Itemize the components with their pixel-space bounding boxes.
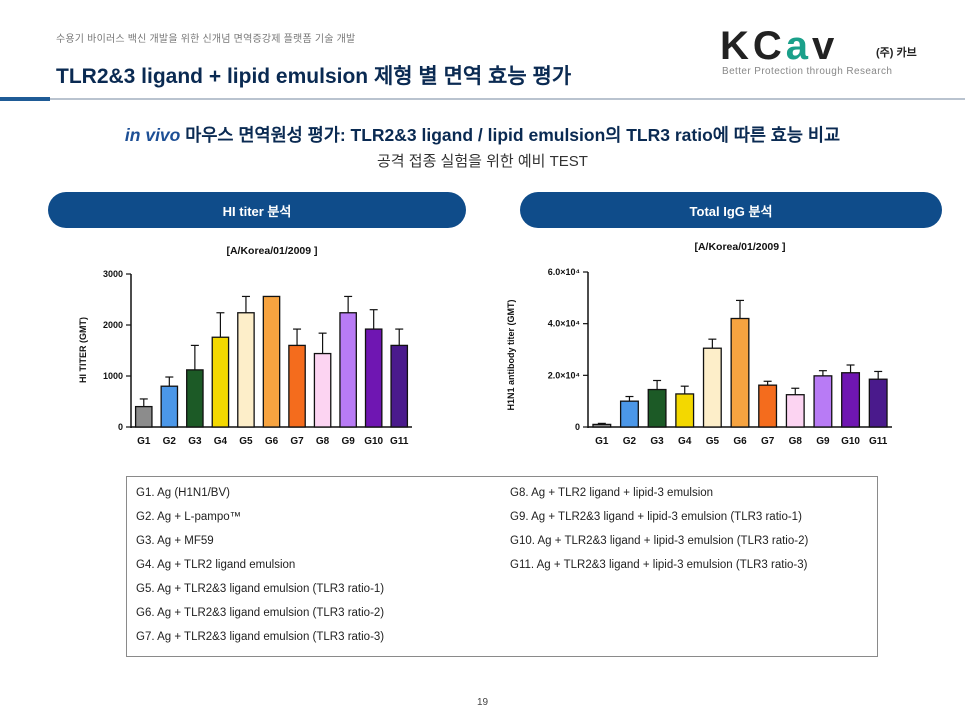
chart-igg-bar	[647, 388, 667, 428]
chart-hi-ytick-label: 0	[118, 422, 123, 432]
legend-item-left: G6. Ag + TLR2&3 ligand emulsion (TLR3 ra…	[136, 607, 385, 619]
chart-hi-xtick-label: G5	[239, 436, 253, 447]
legend-item-left: G4. Ag + TLR2 ligand emulsion	[136, 559, 296, 571]
headline: in vivo 마우스 면역원성 평가: TLR2&3 ligand / lip…	[0, 122, 965, 147]
legend-item-left: G5. Ag + TLR2&3 ligand emulsion (TLR3 ra…	[136, 583, 385, 595]
chart-igg-xtick-label: G7	[761, 436, 775, 447]
legend-item-right: G9. Ag + TLR2&3 ligand + lipid-3 emulsio…	[510, 511, 802, 523]
chart-igg-bar	[619, 400, 639, 428]
chart-igg-xtick-label: G5	[706, 436, 720, 447]
chart-igg-bar	[785, 394, 805, 428]
logo-wordmark: KCav	[720, 24, 839, 68]
legend-item-left: G1. Ag (H1N1/BV)	[136, 487, 230, 499]
chart-hi-bar	[134, 405, 153, 428]
headline-text: 마우스 면역원성 평가: TLR2&3 ligand / lipid emuls…	[180, 125, 841, 145]
chart-igg-bar	[592, 423, 612, 428]
chart-igg-bar	[675, 393, 695, 428]
chart-igg-xtick-label: G4	[678, 436, 692, 447]
chart-igg-ylabel: H1N1 antibody titer (GMT)	[506, 299, 516, 410]
chart-igg-bar	[841, 372, 861, 428]
legend-item-left: G2. Ag + L-pampo™	[136, 511, 242, 523]
legend-item-right: G8. Ag + TLR2 ligand + lipid-3 emulsion	[510, 487, 714, 499]
chart-hi-bar	[288, 344, 306, 428]
chart-hi-xtick-label: G8	[316, 436, 330, 447]
chart-igg-ytick-label: 0	[575, 422, 580, 432]
chart-igg-ytick-label: 6.0×10⁴	[548, 267, 580, 277]
chart-igg-xtick-label: G1	[595, 436, 609, 447]
chart-hi-xtick-label: G2	[163, 436, 177, 447]
headline-italic: in vivo	[124, 125, 181, 145]
chart-hi-xtick-label: G4	[214, 436, 228, 447]
chart-hi-bar	[211, 336, 230, 428]
title-rule-accent	[0, 97, 50, 101]
charts-area: [A/Korea/01/2009 ] HI TITER (GMT) 0 1000 200…	[78, 241, 892, 447]
igg-panel-label: Total IgG 분석	[520, 192, 942, 228]
chart-hi-xtick-label: G11	[390, 436, 409, 447]
chart-igg-ytick-label: 2.0×10⁴	[548, 370, 580, 380]
title-rule	[0, 98, 965, 100]
chart-hi-xtick-label: G1	[137, 436, 151, 447]
legend-item-left: G7. Ag + TLR2&3 ligand emulsion (TLR3 ra…	[136, 631, 385, 643]
legend-item-right: G11. Ag + TLR2&3 ligand + lipid-3 emulsi…	[510, 559, 808, 571]
legend-item-left: G3. Ag + MF59	[136, 535, 214, 547]
chart-igg-bar	[758, 384, 778, 428]
logo-company-name: (주) 카브	[876, 47, 917, 59]
subheadline: 공격 접종 실험을 위한 예비 TEST	[377, 153, 588, 170]
chart-igg-bar	[730, 317, 750, 428]
chart-igg-title: [A/Korea/01/2009 ]	[694, 241, 785, 253]
legend-box: G1. Ag (H1N1/BV) G2. Ag + L-pampo™ G3. Ag …	[126, 476, 878, 657]
chart-hi-bar	[313, 352, 332, 428]
page-number: 19	[476, 697, 489, 708]
chart-hi-bar	[262, 295, 281, 428]
chart-igg-xtick-label: G9	[816, 436, 830, 447]
chart-hi-bar	[237, 312, 255, 428]
chart-hi-ytick-label: 2000	[103, 320, 123, 330]
chart-igg-bar	[702, 347, 722, 428]
hi-titer-panel-label: HI titer 분석	[48, 192, 466, 228]
chart-hi-bar	[186, 369, 204, 428]
chart-hi-ytick-label: 3000	[103, 269, 123, 279]
header-caption: 수용기 바이러스 백신 개발을 위한 신개념 면역증강제 플랫폼 기술 개발	[56, 34, 356, 45]
chart-hi-bar	[160, 385, 179, 428]
legend-item-right: G10. Ag + TLR2&3 ligand + lipid-3 emulsi…	[510, 535, 809, 547]
chart-igg-xtick-label: G11	[869, 436, 888, 447]
chart-hi-xtick-label: G6	[265, 436, 279, 447]
company-logo: KCav (주) 카브 Better Protection through Re…	[720, 26, 930, 80]
chart-hi-xtick-label: G9	[341, 436, 355, 447]
logo-tagline: Better Protection through Research	[722, 66, 893, 77]
slide-title: TLR2&3 ligand + lipid emulsion 제형 별 면역 효…	[56, 65, 572, 88]
chart-igg-xtick-label: G8	[789, 436, 803, 447]
chart-igg-ytick-label: 4.0×10⁴	[548, 319, 580, 329]
chart-igg-xtick-label: G3	[650, 436, 664, 447]
chart-igg-bar	[813, 375, 833, 428]
chart-hi-xtick-label: G7	[290, 436, 304, 447]
chart-hi-bar	[364, 328, 383, 428]
chart-hi-title: [A/Korea/01/2009 ]	[226, 245, 317, 257]
chart-igg-xtick-label: G2	[623, 436, 637, 447]
chart-hi-ylabel: HI TITER (GMT)	[78, 317, 88, 383]
chart-hi-bar	[390, 344, 409, 428]
chart-igg-xtick-label: G6	[733, 436, 747, 447]
chart-hi-xtick-label: G3	[188, 436, 202, 447]
chart-hi-xtick-label: G10	[364, 436, 383, 447]
chart-igg-bar	[868, 378, 888, 428]
chart-igg-xtick-label: G10	[841, 436, 860, 447]
chart-hi-bar	[339, 312, 357, 428]
chart-hi-ytick-label: 1000	[103, 371, 123, 381]
